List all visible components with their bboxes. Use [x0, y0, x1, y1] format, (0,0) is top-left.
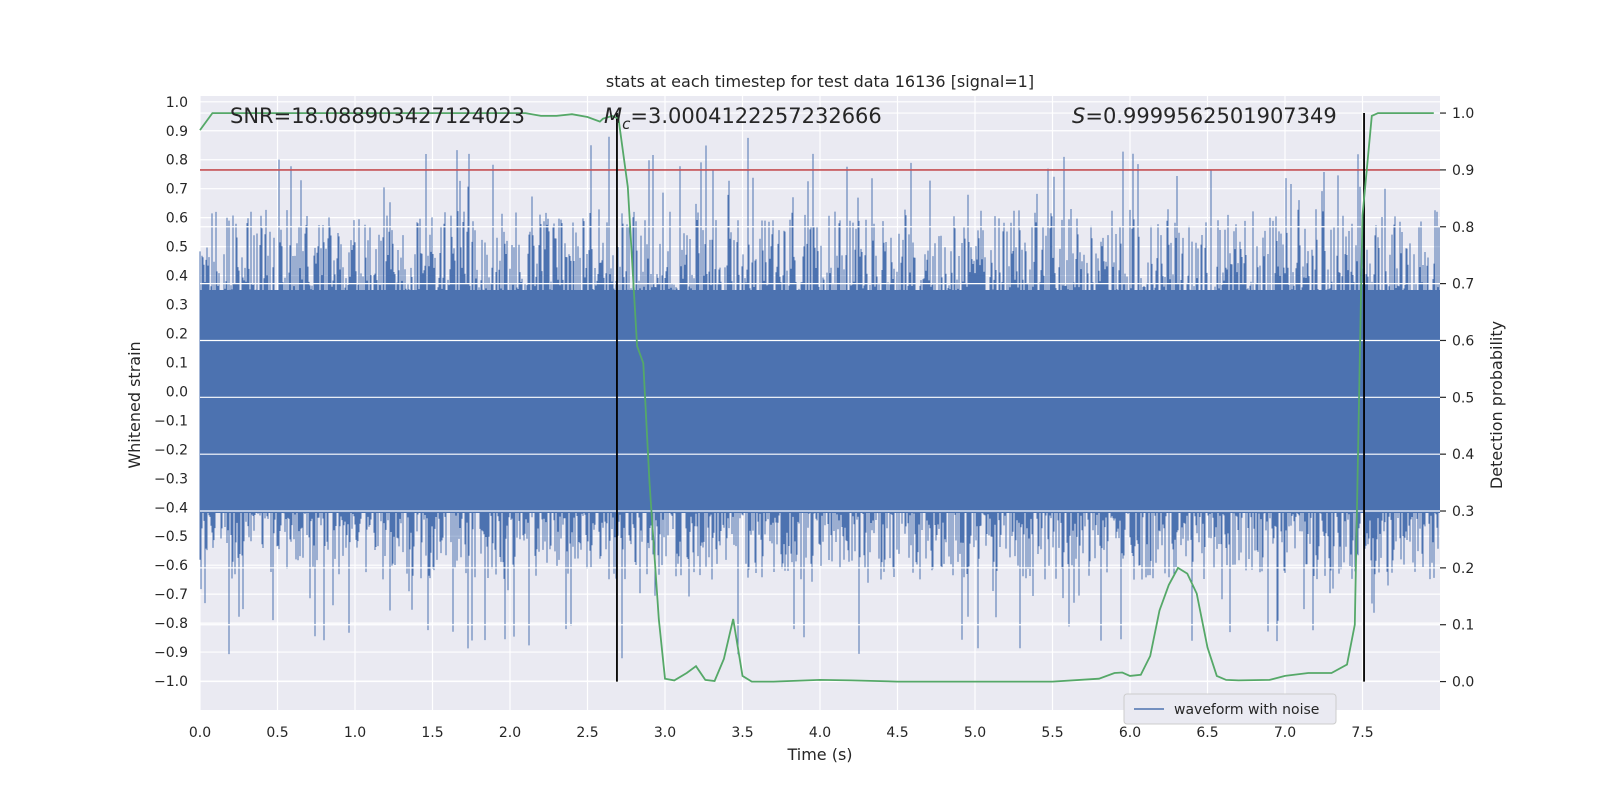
legend-label: waveform with noise [1174, 702, 1319, 718]
y-left-tick-label: 0.5 [166, 240, 188, 256]
legend: waveform with noise [1123, 693, 1337, 725]
y-right-tick-label: 0.2 [1452, 561, 1474, 577]
y-left-tick-label: 0.2 [166, 326, 188, 342]
y-right-tick-label: 0.4 [1452, 447, 1474, 463]
x-tick-label: 3.5 [731, 725, 753, 741]
y-right-axis-ticks: 1.0 0.9 0.8 0.7 0.6 0.5 0.4 0.3 0.2 0.1 0.0 [1440, 106, 1474, 691]
x-tick-label: 7.5 [1351, 725, 1373, 741]
y-left-tick-label: −0.5 [154, 529, 188, 545]
x-tick-label: 2.5 [576, 725, 598, 741]
waveform-spikes [199, 136, 1440, 659]
y-left-tick-label: 0.9 [166, 124, 188, 140]
chirp-mass-symbol: M [604, 104, 622, 128]
y-left-tick-label: −0.2 [154, 442, 188, 458]
score-value: =0.9999562501907349 [1085, 104, 1336, 128]
waveform-series [199, 136, 1440, 659]
x-tick-label: 4.5 [886, 725, 908, 741]
y-left-tick-label: 0.3 [166, 298, 188, 314]
y-right-tick-label: 0.8 [1452, 220, 1474, 236]
x-tick-label: 1.0 [344, 725, 366, 741]
x-tick-label: 0.0 [189, 725, 211, 741]
y-left-tick-label: 0.6 [166, 211, 188, 227]
x-tick-label: 6.0 [1119, 725, 1141, 741]
y-left-tick-label: −0.7 [154, 587, 188, 603]
y-left-tick-label: 0.1 [166, 355, 188, 371]
y-left-tick-label: 0.0 [166, 384, 188, 400]
chart-title: stats at each timestep for test data 161… [606, 72, 1034, 91]
y-right-tick-label: 0.7 [1452, 277, 1474, 293]
chirp-mass-subscript: c [622, 115, 631, 133]
y-right-tick-label: 0.5 [1452, 390, 1474, 406]
y-left-tick-label: −0.8 [154, 616, 188, 632]
score-annotation: S=0.9999562501907349 [1072, 104, 1337, 128]
y-left-tick-label: −0.9 [154, 645, 188, 661]
x-tick-label: 5.5 [1041, 725, 1063, 741]
y-left-axis-ticks: 1.0 0.9 0.8 0.7 0.6 0.5 0.4 0.3 0.2 0.1 0.0 −0.1 −0.… [154, 95, 188, 690]
x-axis-ticks: 0.0 0.5 1.0 1.5 2.0 2.5 3.0 3.5 4.0 4.5 5.0 5.5 6.0 6… [189, 725, 1374, 741]
y-right-tick-label: 0.1 [1452, 618, 1474, 634]
chirp-mass-value: =3.0004122257232666 [630, 104, 881, 128]
y-left-tick-label: −0.1 [154, 413, 188, 429]
x-tick-label: 0.5 [266, 725, 288, 741]
y-left-tick-label: 0.7 [166, 182, 188, 198]
y-right-tick-label: 0.3 [1452, 504, 1474, 520]
y-right-tick-label: 1.0 [1452, 106, 1474, 122]
x-tick-label: 2.0 [499, 725, 521, 741]
x-tick-label: 7.0 [1274, 725, 1296, 741]
x-axis-label: Time (s) [786, 745, 852, 764]
chirp-mass-annotation: Mc=3.0004122257232666 [604, 104, 882, 133]
y-left-tick-label: −1.0 [154, 674, 188, 690]
y-left-tick-label: −0.3 [154, 471, 188, 487]
y-left-axis-label: Whitened strain [125, 341, 144, 468]
x-tick-label: 3.0 [654, 725, 676, 741]
x-tick-label: 1.5 [421, 725, 443, 741]
y-right-tick-label: 0.9 [1452, 163, 1474, 179]
y-right-tick-label: 0.6 [1452, 333, 1474, 349]
y-left-tick-label: 1.0 [166, 95, 188, 111]
score-symbol: S [1072, 104, 1085, 128]
y-left-tick-label: 0.8 [166, 153, 188, 169]
y-left-tick-label: 0.4 [166, 269, 188, 285]
detection-probability-series [199, 112, 1434, 683]
detection-probability-line [199, 112, 1434, 683]
x-tick-label: 4.0 [809, 725, 831, 741]
y-left-tick-label: −0.4 [154, 500, 188, 516]
snr-annotation: SNR=18.088903427124023 [230, 104, 525, 128]
y-right-axis-label: Detection probability [1487, 321, 1506, 489]
x-tick-label: 6.5 [1196, 725, 1218, 741]
legend-box [1123, 693, 1337, 725]
y-left-tick-label: −0.6 [154, 558, 188, 574]
y-right-tick-label: 0.0 [1452, 675, 1474, 691]
x-tick-label: 5.0 [964, 725, 986, 741]
